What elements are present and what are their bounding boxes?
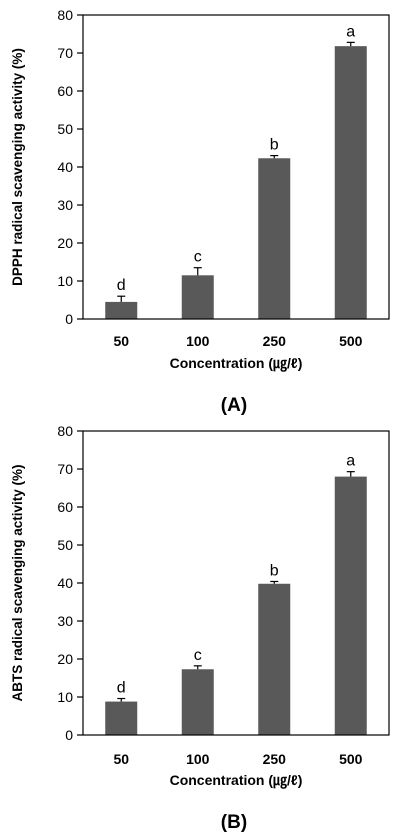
panel-a-y-tick-label-0: 0 xyxy=(65,311,73,327)
panel-a-x-axis-title: Concentration (㎍/ℓ) xyxy=(170,355,303,373)
panel-a-bar-500 xyxy=(334,46,367,319)
panel-b-y-tick-label-60: 60 xyxy=(57,499,73,515)
chart-panel-b: d 50 c 100 b 250 a 500 0 10 20 30 40 50 60 70 80 Concentr… xyxy=(10,423,390,833)
panel-b-y-tick-label-0: 0 xyxy=(65,727,73,743)
panel-a-bar-50 xyxy=(105,301,138,319)
panel-b-y-axis-title: ABTS radical scavenging activity (%) xyxy=(10,464,25,701)
panel-a-y-tick-label-50: 50 xyxy=(57,121,73,137)
panel-a-y-tick-label-60: 60 xyxy=(57,83,73,99)
panel-b-y-tick-label-30: 30 xyxy=(57,613,73,629)
panel-b-significance-label-500: a xyxy=(346,453,355,470)
panel-b-y-tick-label-20: 20 xyxy=(57,651,73,667)
panel-a-bar-250 xyxy=(258,158,291,319)
panel-b-significance-label-250: b xyxy=(270,562,279,579)
panel-a-significance-label-250: b xyxy=(270,137,279,154)
panel-a-y-tick-label-80: 80 xyxy=(57,7,73,23)
panel-b-y-tick-label-80: 80 xyxy=(57,423,73,439)
panel-a-y-tick-label-10: 10 xyxy=(57,273,73,289)
panel-a-y-tick-label-30: 30 xyxy=(57,197,73,213)
panel-a-x-tick-label-50: 50 xyxy=(113,333,129,349)
panel-b-bar-250 xyxy=(258,583,291,735)
panel-a-bar-100 xyxy=(181,275,214,319)
panel-a-significance-label-100: c xyxy=(194,249,202,266)
panel-a-x-tick-label-100: 100 xyxy=(186,333,210,349)
panel-a-y-tick-label-70: 70 xyxy=(57,45,73,61)
panel-a-x-tick-label-250: 250 xyxy=(263,333,287,349)
panel-a-significance-label-500: a xyxy=(346,23,355,40)
chart-panel-a: d 50 c 100 b 250 a 500 0 10 20 30 40 50 60 70 80 Concentr… xyxy=(10,7,390,416)
panel-a-x-tick-label-500: 500 xyxy=(339,333,363,349)
panel-b-y-tick-label-40: 40 xyxy=(57,575,73,591)
panel-b-plot-frame xyxy=(82,430,390,736)
panel-a-y-tick-label-40: 40 xyxy=(57,159,73,175)
panel-b-y-tick-label-70: 70 xyxy=(57,461,73,477)
panel-b-bar-50 xyxy=(105,701,138,735)
panel-b-y-tick-label-50: 50 xyxy=(57,537,73,553)
panel-b-bar-500 xyxy=(334,476,367,735)
panel-a-significance-label-50: d xyxy=(117,277,126,294)
panel-b-x-tick-label-500: 500 xyxy=(339,751,363,767)
panel-b-significance-label-50: d xyxy=(117,680,126,697)
panel-a-y-tick-label-20: 20 xyxy=(57,235,73,251)
panel-a-label: (A) xyxy=(221,395,247,416)
panel-b-significance-label-100: c xyxy=(194,647,202,664)
panel-a-plot-frame xyxy=(82,14,390,320)
panel-b-x-tick-label-50: 50 xyxy=(113,751,129,767)
panel-a-y-axis-title: DPPH radical scavenging activity (%) xyxy=(10,48,25,286)
panel-b-y-tick-label-10: 10 xyxy=(57,689,73,705)
panel-b-x-axis-title: Concentration (㎍/ℓ) xyxy=(170,772,303,790)
panel-b-x-tick-label-100: 100 xyxy=(186,751,210,767)
panel-b-x-tick-label-250: 250 xyxy=(263,751,287,767)
panel-b-label: (B) xyxy=(221,812,247,833)
panel-b-bar-100 xyxy=(181,669,214,735)
